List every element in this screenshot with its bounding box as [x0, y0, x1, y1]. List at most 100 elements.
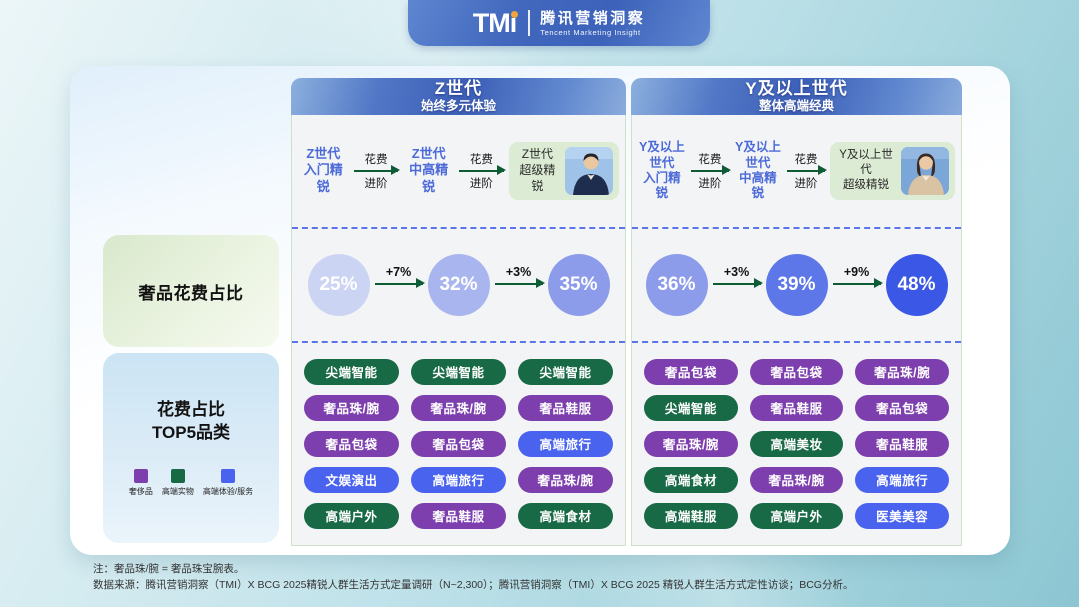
spend-circle: 35% — [547, 253, 610, 316]
top5-tags-grid: 尖端智能 尖端智能 尖端智能 奢品珠/腕 奢品珠/腕 奢品鞋服 奢品包袋 奢品包… — [292, 340, 625, 545]
right-arrow-icon — [494, 278, 545, 289]
spend-upgrade-arrow: 花费 进阶 — [458, 151, 506, 191]
arrow-top-label: 花费 — [698, 153, 722, 166]
panel-title: Z世代 — [434, 79, 483, 98]
legend-item-luxury: 奢侈品 — [128, 468, 153, 497]
delta-value: +7% — [385, 264, 412, 279]
tier-flow: Z世代 入门精锐 花费 进阶 Z世代 中高精锐 花费 进阶 Z世代 超级精锐 — [292, 115, 625, 227]
spend-share-card: 奢品花费占比 — [103, 235, 279, 347]
right-arrow-icon — [712, 278, 763, 289]
category-tag: 奢品珠/腕 — [855, 358, 949, 385]
tier1-label: Y及以上 世代 入门精锐 — [638, 140, 685, 201]
category-tag: 奢品包袋 — [855, 394, 949, 421]
footnote: 注：奢品珠/腕 = 奢品珠宝腕表。 — [93, 563, 245, 575]
right-arrow-icon — [832, 278, 883, 289]
top5-label: 花费占比 TOP5品类 — [151, 400, 231, 442]
spend-share-label: 奢品花费占比 — [138, 283, 244, 303]
spend-share-circles: 25% +7% 32% +3% 35% — [292, 226, 625, 341]
category-tag: 高端旅行 — [411, 466, 506, 493]
category-tag: 高端食材 — [518, 502, 613, 529]
category-tag: 奢品包袋 — [749, 358, 844, 385]
physical-swatch-icon — [170, 468, 185, 483]
tier1-label: Z世代 入门精锐 — [303, 145, 343, 195]
category-tag: 高端美妆 — [749, 430, 844, 457]
legend-label: 奢侈品 — [128, 486, 153, 496]
arrow-bottom-label: 进阶 — [469, 177, 493, 190]
delta-arrow: +7% — [370, 264, 428, 289]
category-tag: 奢品鞋服 — [411, 502, 506, 529]
category-tag: 奢品包袋 — [411, 430, 506, 457]
category-tag: 奢品珠/腕 — [518, 466, 613, 493]
delta-arrow: +3% — [708, 264, 766, 289]
category-tag: 医美美容 — [855, 502, 949, 529]
category-tag: 尖端智能 — [518, 358, 613, 385]
category-tag: 奢品珠/腕 — [304, 394, 399, 421]
model-photo-man — [565, 146, 613, 195]
right-arrow-icon — [690, 165, 732, 176]
category-tag: 尖端智能 — [644, 394, 738, 421]
legend-item-physical: 高端实物 — [161, 468, 194, 497]
tier3-label: Y及以上世代 超级精锐 — [839, 149, 893, 192]
category-tag: 奢品鞋服 — [749, 394, 844, 421]
category-tag: 高端食材 — [644, 466, 738, 493]
panel-title: Y及以上世代 — [745, 79, 848, 98]
arrow-top-label: 花费 — [794, 153, 818, 166]
category-tag: 高端户外 — [749, 502, 844, 529]
right-arrow-icon — [353, 165, 401, 176]
brand-banner: TMi 腾讯营销洞察 Tencent Marketing Insight — [408, 0, 710, 46]
arrow-bottom-label: 进阶 — [698, 177, 722, 190]
model-photo-woman — [901, 146, 949, 195]
delta-arrow: +9% — [828, 264, 886, 289]
panel-subtitle: 始终多元体验 — [420, 99, 496, 114]
luxury-swatch-icon — [133, 468, 148, 483]
spend-circle: 39% — [765, 253, 828, 316]
delta-value: +3% — [723, 264, 750, 279]
panel-gen-z: Z世代 始终多元体验 Z世代 入门精锐 花费 进阶 Z世代 中高精锐 花费 进阶… — [291, 78, 626, 546]
legend-label: 高端实物 — [161, 486, 194, 496]
spend-circle: 36% — [645, 253, 708, 316]
right-arrow-icon — [786, 165, 828, 176]
tier2-label: Y及以上 世代 中高精锐 — [735, 140, 781, 201]
legend-label: 高端体验/服务 — [202, 486, 254, 496]
panel-gen-z-header: Z世代 始终多元体验 — [291, 78, 626, 115]
category-tag: 尖端智能 — [411, 358, 506, 385]
tier-flow: Y及以上 世代 入门精锐 花费 进阶 Y及以上 世代 中高精锐 花费 进阶 Y及… — [632, 115, 961, 227]
panel-gen-y-header: Y及以上世代 整体高端经典 — [631, 78, 962, 115]
category-legend: 奢侈品 高端实物 高端体验/服务 — [128, 468, 254, 497]
spend-upgrade-arrow: 花费 进阶 — [690, 151, 732, 191]
category-tag: 奢品珠/腕 — [749, 466, 844, 493]
panel-subtitle: 整体高端经典 — [758, 99, 834, 114]
spend-upgrade-arrow: 花费 进阶 — [786, 151, 828, 191]
person-illustration — [565, 146, 613, 195]
tmi-logo: TMi — [472, 7, 518, 38]
arrow-top-label: 花费 — [469, 153, 493, 166]
spend-circle: 48% — [885, 253, 948, 316]
spend-share-circles: 36% +3% 39% +9% 48% — [632, 226, 961, 341]
category-tag: 奢品包袋 — [304, 430, 399, 457]
super-tier-badge: Y及以上世代 超级精锐 — [830, 141, 955, 200]
spend-upgrade-arrow: 花费 进阶 — [353, 151, 401, 191]
data-source: 数据来源：腾讯营销洞察（TMI）X BCG 2025精锐人群生活方式定量调研（N… — [93, 579, 854, 592]
brand-names: 腾讯营销洞察 Tencent Marketing Insight — [540, 10, 645, 37]
delta-value: +3% — [505, 264, 532, 279]
category-tag: 奢品珠/腕 — [411, 394, 506, 421]
panel-gen-z-body: Z世代 入门精锐 花费 进阶 Z世代 中高精锐 花费 进阶 Z世代 超级精锐 — [291, 114, 626, 546]
category-tag: 高端鞋服 — [644, 502, 738, 529]
delta-value: +9% — [843, 264, 870, 279]
legend-item-experience: 高端体验/服务 — [202, 468, 254, 497]
right-arrow-icon — [374, 278, 425, 289]
person-illustration — [901, 146, 949, 195]
brand-name-en: Tencent Marketing Insight — [540, 27, 641, 37]
delta-arrow: +3% — [490, 264, 548, 289]
category-tag: 尖端智能 — [304, 358, 399, 385]
arrow-bottom-label: 进阶 — [364, 177, 388, 190]
category-tag: 奢品珠/腕 — [644, 430, 738, 457]
tier3-label: Z世代 超级精锐 — [519, 147, 556, 193]
brand-divider — [528, 10, 531, 36]
arrow-bottom-label: 进阶 — [794, 177, 818, 190]
spend-circle: 32% — [427, 253, 490, 316]
category-tag: 文娱演出 — [304, 466, 399, 493]
category-tag: 奢品包袋 — [644, 358, 738, 385]
brand-name-cn: 腾讯营销洞察 — [540, 9, 646, 27]
